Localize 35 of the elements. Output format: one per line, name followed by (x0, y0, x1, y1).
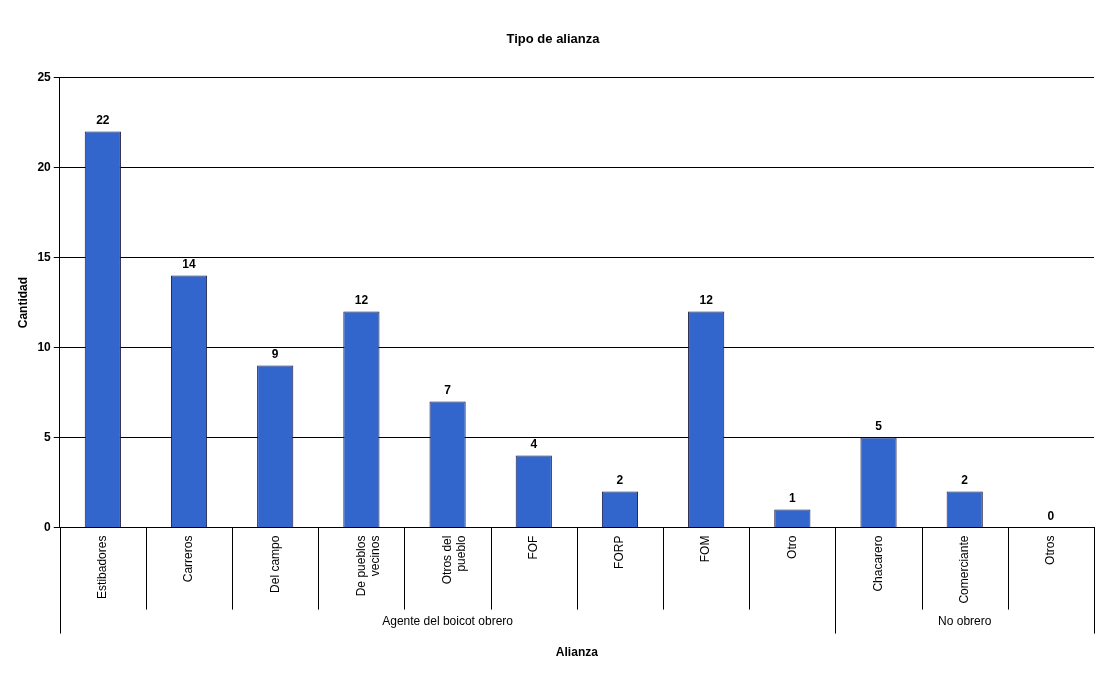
data-label: 9 (271, 346, 279, 361)
y-axis-title: Cantidad (15, 276, 30, 329)
chart-title: Tipo de alianza (506, 31, 601, 47)
data-label: 12 (699, 292, 714, 307)
text: Agente del boicot obrero (382, 613, 514, 628)
x-tick-label: Comerciante (957, 535, 972, 604)
data-label: 0 (1047, 508, 1055, 523)
x-tick-label: De pueblos vecinos (353, 535, 383, 597)
x-tick-label: Chacarero (870, 535, 885, 592)
text: No obrero (938, 613, 992, 628)
x-tick-label: Del campo (267, 535, 282, 593)
y-tick-label: 10 (37, 339, 52, 354)
data-label: 12 (354, 292, 369, 307)
x-tick-label: Carreros (181, 535, 196, 583)
y-tick-label: 5 (44, 429, 52, 444)
x-tick-label: Otro (784, 535, 799, 559)
x-tick-label: Estibadores (95, 535, 110, 599)
data-label: 5 (875, 418, 883, 433)
x-tick-label: Otros (1043, 535, 1058, 565)
x-tick-label: Otros del pueblo (439, 535, 469, 585)
data-label: 7 (444, 382, 452, 397)
data-label: 4 (530, 436, 538, 451)
data-label: 1 (789, 490, 796, 505)
y-tick-label: 25 (37, 69, 52, 84)
data-label: 2 (961, 472, 969, 487)
data-label: 2 (616, 472, 624, 487)
data-label: 14 (182, 256, 197, 271)
x-tick-label: FORP (612, 535, 627, 569)
y-tick-label: 0 (44, 519, 52, 534)
y-tick-label: 15 (37, 249, 52, 264)
x-tick-label: FOF (526, 535, 541, 560)
y-tick-label: 20 (37, 159, 52, 174)
x-tick-label: FOM (698, 535, 713, 563)
data-label: 22 (96, 112, 110, 127)
x-axis-title: Alianza (555, 645, 599, 660)
